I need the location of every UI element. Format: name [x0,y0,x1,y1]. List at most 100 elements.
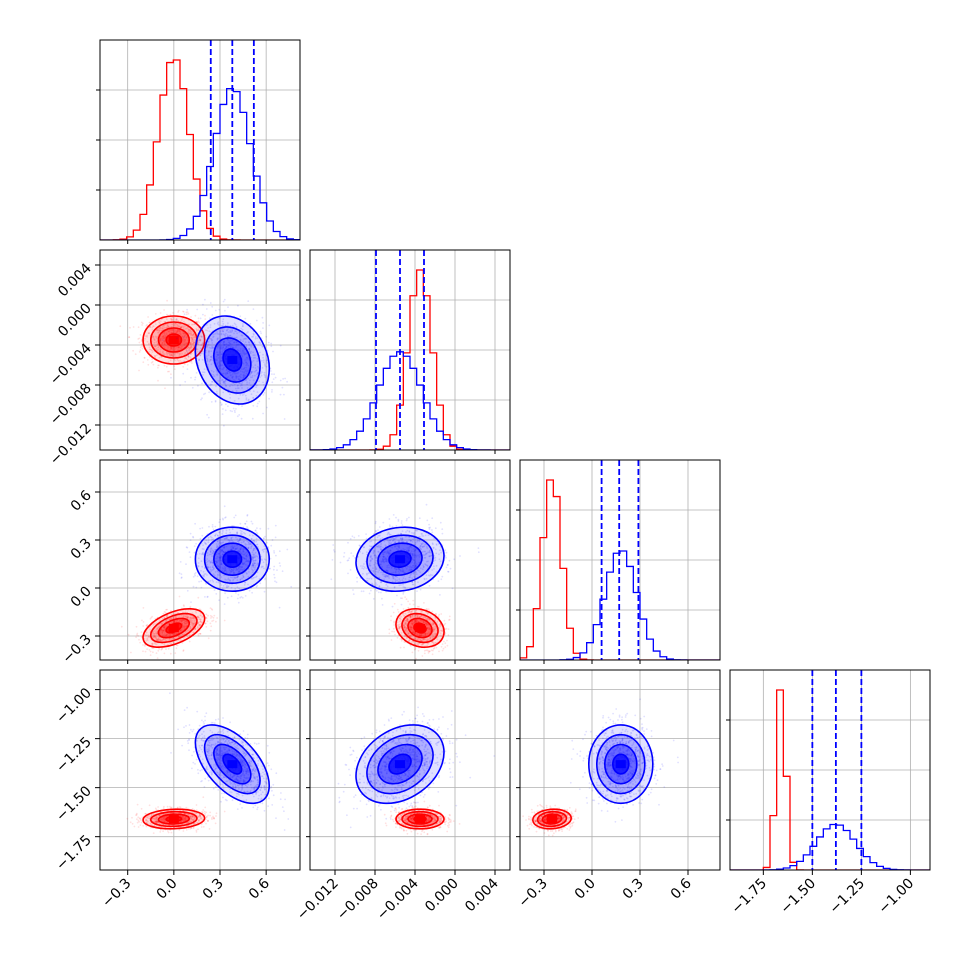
scatter-point [153,635,156,637]
scatter-point [405,627,408,630]
scatter-point [154,623,157,625]
scatter-point [184,631,187,634]
scatter-point [191,343,194,346]
scatter-point [439,594,441,596]
scatter-point [425,634,427,636]
scatter-point [255,586,258,588]
scatter-point [432,543,434,546]
scatter-point [410,628,412,630]
scatter-point [420,619,423,622]
scatter-point [283,393,285,396]
scatter-point [402,625,405,628]
scatter-point [156,627,159,630]
scatter-point [214,309,217,312]
scatter-point [231,324,234,327]
scatter-point [231,527,234,530]
scatter-point [233,341,236,344]
scatter-point [166,324,169,327]
scatter-point [351,535,354,538]
scatter-point [189,532,192,535]
scatter-point [172,354,175,356]
scatter-point [163,337,166,340]
scatter-point [179,347,182,349]
scatter-point [420,611,423,613]
scatter-point [170,617,173,619]
scatter-point [409,634,412,637]
scatter-point [414,631,417,634]
scatter-point [408,639,411,641]
scatter-point [164,326,167,329]
scatter-point [398,545,400,548]
scatter-point [403,626,406,628]
scatter-point [226,586,228,589]
scatter-point [161,631,164,633]
scatter-point [404,629,406,632]
scatter-point [253,547,255,550]
scatter-point [246,381,249,383]
scatter-point [352,593,355,595]
scatter-point [229,331,232,333]
scatter-point [436,638,439,641]
scatter-point [229,570,232,572]
scatter-point [146,340,149,343]
scatter-point [224,309,226,312]
scatter-point [171,323,174,326]
scatter-point [406,628,408,631]
scatter-point [183,338,186,341]
scatter-point [207,539,210,541]
scatter-point [424,616,427,619]
scatter-point [252,359,255,362]
scatter-point [155,348,158,350]
scatter-point [176,349,179,351]
scatter-point [439,634,442,637]
scatter-point [229,385,231,387]
scatter-point [405,626,408,629]
scatter-point [226,329,228,331]
scatter-point [225,403,227,406]
scatter-point [433,537,435,540]
scatter-point [189,334,192,336]
scatter-point [151,615,154,618]
scatter-point [444,632,447,635]
scatter-point [166,326,169,329]
scatter-point [448,615,451,618]
scatter-point [256,571,259,574]
scatter-point [332,549,335,551]
scatter-point [227,539,230,541]
scatter-point [181,317,184,320]
scatter-point [211,525,214,528]
scatter-point [171,638,174,640]
scatter-point [218,362,221,365]
scatter-point [237,549,240,552]
scatter-point [157,348,160,351]
scatter-point [248,534,251,537]
scatter-point [233,399,236,402]
scatter-point [253,576,256,579]
scatter-point [138,337,141,340]
scatter-point [232,547,235,549]
scatter-point [182,341,185,344]
scatter-point [209,535,212,538]
scatter-point [250,546,253,548]
scatter-point [239,370,242,372]
scatter-point [225,343,228,345]
scatter-point [189,361,192,363]
scatter-point [145,631,148,634]
scatter-point [204,542,207,545]
scatter-point [231,329,234,331]
scatter-point [161,343,164,345]
scatter-point [163,628,166,631]
scatter-point [222,391,225,394]
scatter-point [222,330,225,333]
scatter-point [184,334,187,337]
scatter-point [187,353,190,356]
scatter-point [206,558,209,560]
scatter-point [442,647,445,650]
scatter-point [227,578,229,581]
scatter-point [404,623,406,626]
scatter-point [211,305,214,308]
scatter-point [172,621,175,624]
hist-panel-0 [96,39,301,244]
scatter-point [157,364,160,367]
scatter-point [162,335,165,338]
